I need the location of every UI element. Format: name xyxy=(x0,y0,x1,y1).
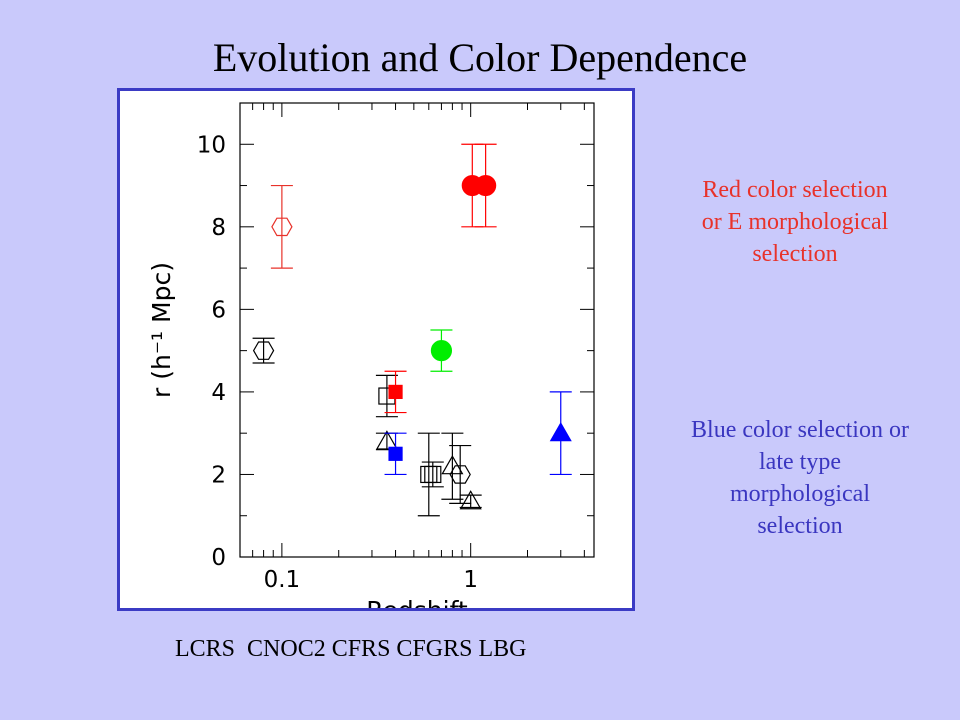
marker-hexagon xyxy=(449,465,471,484)
data-point xyxy=(384,370,407,414)
marker-square xyxy=(388,384,403,400)
red-selection-note: Red color selection or E morphological s… xyxy=(701,177,889,267)
y-tick-label: 10 xyxy=(197,132,226,158)
data-point xyxy=(252,337,275,364)
marker-triangle xyxy=(375,430,398,450)
data-point xyxy=(549,391,572,476)
data-point xyxy=(270,184,293,269)
data-point xyxy=(474,143,497,228)
marker-square xyxy=(424,465,442,484)
y-tick-label: 0 xyxy=(211,545,226,571)
blue-selection-note: Blue color selection or late type morpho… xyxy=(691,417,909,539)
marker-circle xyxy=(475,174,497,197)
marker-triangle xyxy=(549,421,572,442)
marker-circle xyxy=(430,340,453,362)
x-tick-label: 1 xyxy=(463,567,478,593)
y-tick-label: 2 xyxy=(211,462,226,488)
data-point xyxy=(430,329,453,372)
marker-hexagon xyxy=(252,341,275,360)
y-tick-label: 8 xyxy=(211,215,226,241)
y-axis-label: r (h⁻¹ Mpc) xyxy=(147,262,176,398)
data-point xyxy=(384,432,407,476)
data-point xyxy=(449,444,472,504)
survey-labels: LCRS CNOC2 CFRS CFGRS LBG xyxy=(175,636,527,662)
data-point xyxy=(375,374,398,418)
x-axis-label: Redshift xyxy=(366,596,468,608)
data-point xyxy=(417,432,440,517)
y-tick-label: 6 xyxy=(211,297,226,323)
chart-marks: 0 2 4 6 8 10 0.1 1 Redshift r (h⁻¹ Mpc) xyxy=(147,102,595,608)
y-tick-label: 4 xyxy=(211,380,226,406)
slide-title: Evolution and Color Dependence xyxy=(212,35,748,80)
marker-triangle xyxy=(459,490,482,510)
scatter-chart: 0 2 4 6 8 10 0.1 1 Redshift r (h⁻¹ Mpc) xyxy=(147,102,595,608)
marker-triangle xyxy=(441,454,464,475)
plot-frame: 0 2 4 6 8 10 0.1 1 Redshift r (h⁻¹ Mpc) xyxy=(117,88,635,611)
x-tick-label: 0.1 xyxy=(264,567,301,593)
data-point xyxy=(459,490,482,510)
marker-square xyxy=(388,446,403,461)
marker-hexagon xyxy=(271,217,293,237)
axes-box xyxy=(239,102,595,558)
data-point xyxy=(421,461,444,488)
